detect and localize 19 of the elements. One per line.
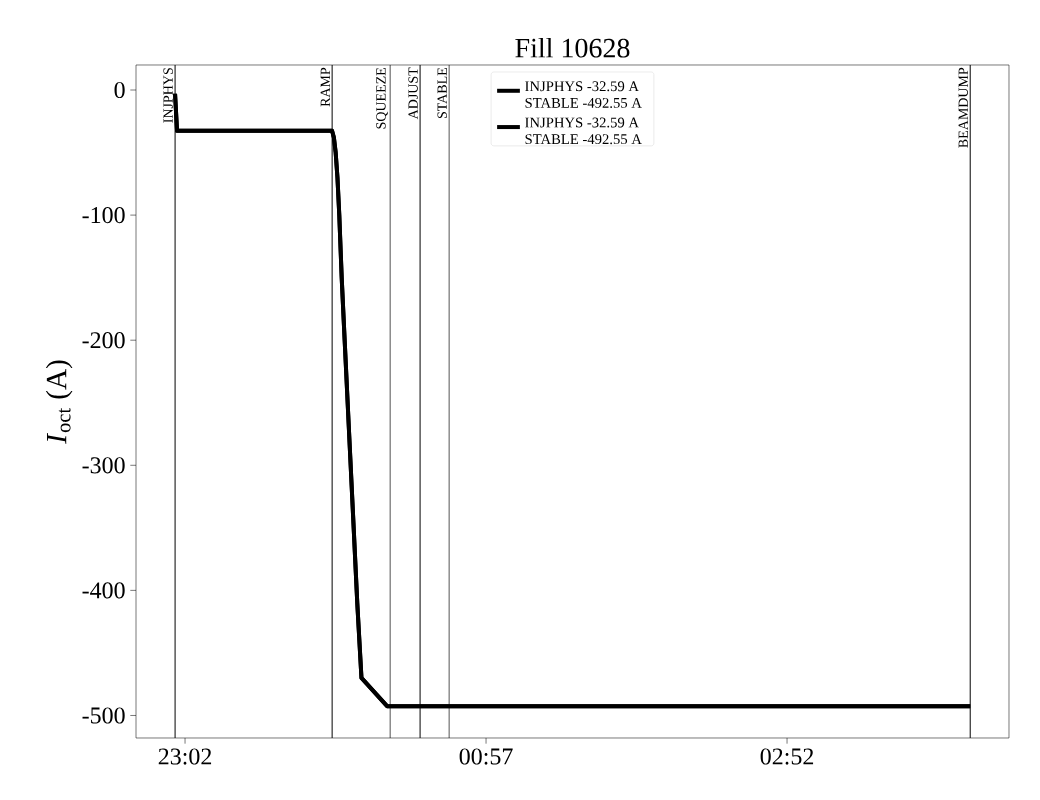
ref-line-label: INJPHYS <box>163 68 173 123</box>
legend-label: INJPHYS -32.59 A STABLE -492.55 A <box>525 117 642 145</box>
x-tick-label: 00:57 <box>459 748 513 765</box>
x-tick-label: 23:02 <box>158 748 212 765</box>
ref-line-label: BEAMDUMP <box>958 67 968 148</box>
y-tick-label: -300 <box>82 457 125 474</box>
y-axis-title: I$_{oct}$ (A) <box>45 360 73 444</box>
y-tick-label: -200 <box>82 332 125 349</box>
y-tick-label: -100 <box>82 207 125 224</box>
chart-title: Fill 10628 <box>515 37 630 58</box>
legend-label: INJPHYS -32.59 A STABLE -492.55 A <box>525 81 642 108</box>
y-tick-label: -500 <box>82 707 125 724</box>
ref-line-label: SQUEEZE <box>376 67 388 129</box>
ref-line-label: RAMP <box>320 67 330 107</box>
y-tick-label: -400 <box>82 582 125 599</box>
ref-line-label: ADJUST <box>408 67 418 120</box>
x-tick-label: 02:52 <box>760 748 814 765</box>
ref-line-label: STABLE <box>437 67 447 119</box>
y-tick-label: 0 <box>114 81 125 99</box>
